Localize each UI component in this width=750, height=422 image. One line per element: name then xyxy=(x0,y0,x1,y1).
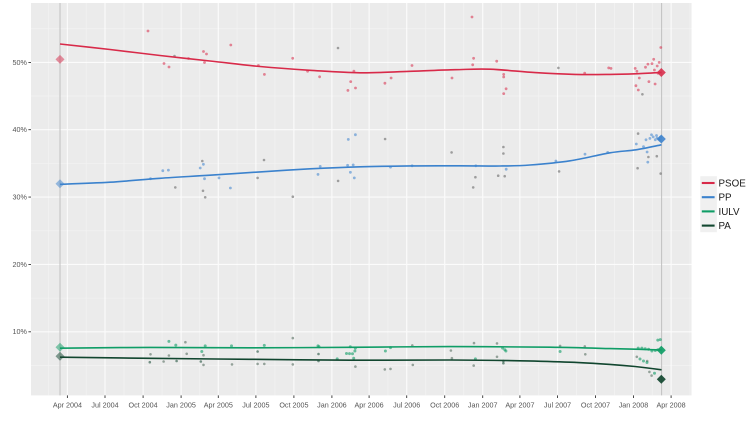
svg-text:PP: PP xyxy=(719,193,733,204)
svg-text:Jul 2004: Jul 2004 xyxy=(91,401,118,410)
svg-text:Jul 2006: Jul 2006 xyxy=(393,401,420,410)
svg-text:Jul 2007: Jul 2007 xyxy=(544,401,571,410)
svg-text:Oct 2006: Oct 2006 xyxy=(430,401,459,410)
svg-text:Apr 2005: Apr 2005 xyxy=(204,401,233,410)
svg-text:Apr 2004: Apr 2004 xyxy=(53,401,82,410)
svg-text:Jan 2006: Jan 2006 xyxy=(317,401,347,410)
svg-text:20%: 20% xyxy=(13,260,28,269)
svg-text:Oct 2004: Oct 2004 xyxy=(129,401,158,410)
svg-text:40%: 40% xyxy=(13,125,28,134)
svg-text:Jan 2007: Jan 2007 xyxy=(468,401,498,410)
svg-text:10%: 10% xyxy=(13,327,28,336)
svg-text:IULV: IULV xyxy=(719,207,741,218)
svg-text:Jul 2005: Jul 2005 xyxy=(242,401,269,410)
svg-text:PA: PA xyxy=(719,221,732,232)
svg-text:Apr 2006: Apr 2006 xyxy=(355,401,384,410)
svg-text:Jan 2008: Jan 2008 xyxy=(619,401,649,410)
svg-text:Oct 2005: Oct 2005 xyxy=(279,401,308,410)
svg-text:Oct 2007: Oct 2007 xyxy=(581,401,610,410)
svg-text:Apr 2007: Apr 2007 xyxy=(505,401,534,410)
svg-text:Apr 2008: Apr 2008 xyxy=(657,401,686,410)
svg-text:50%: 50% xyxy=(13,58,28,67)
svg-text:PSOE: PSOE xyxy=(719,178,747,189)
svg-text:30%: 30% xyxy=(13,193,28,202)
svg-text:Jan 2005: Jan 2005 xyxy=(166,401,196,410)
